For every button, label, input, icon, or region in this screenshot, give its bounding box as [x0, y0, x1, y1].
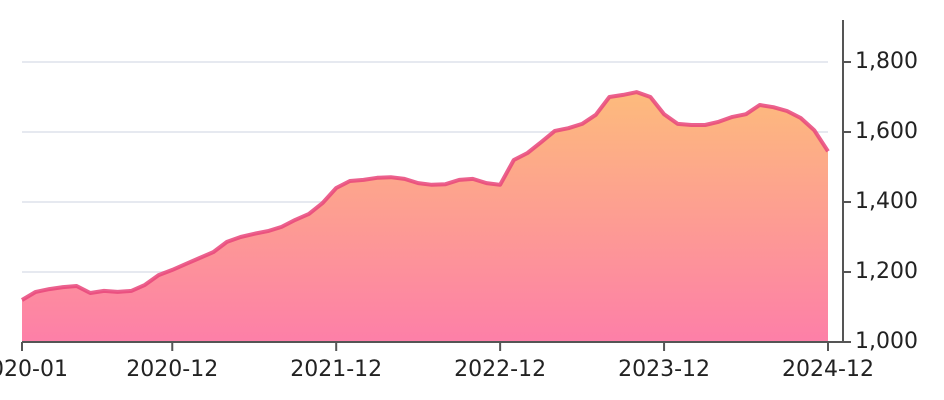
x-tick-label: 2020-12	[126, 357, 218, 382]
x-tick-label: 2022-12	[454, 357, 546, 382]
area-line	[20, 90, 830, 302]
y-tick-label: 1,400	[855, 189, 918, 214]
y-tick-label: 1,000	[855, 329, 918, 354]
x-tick-label: 2020-01	[0, 357, 68, 382]
y-tick-label: 1,200	[855, 259, 918, 284]
x-tick-label: 2023-12	[618, 357, 710, 382]
area-fill	[22, 92, 828, 342]
y-tick-label: 1,600	[855, 119, 918, 144]
x-tick-label: 2024-12	[782, 357, 874, 382]
y-tick-label: 1,800	[855, 49, 918, 74]
x-tick-label: 2021-12	[290, 357, 382, 382]
